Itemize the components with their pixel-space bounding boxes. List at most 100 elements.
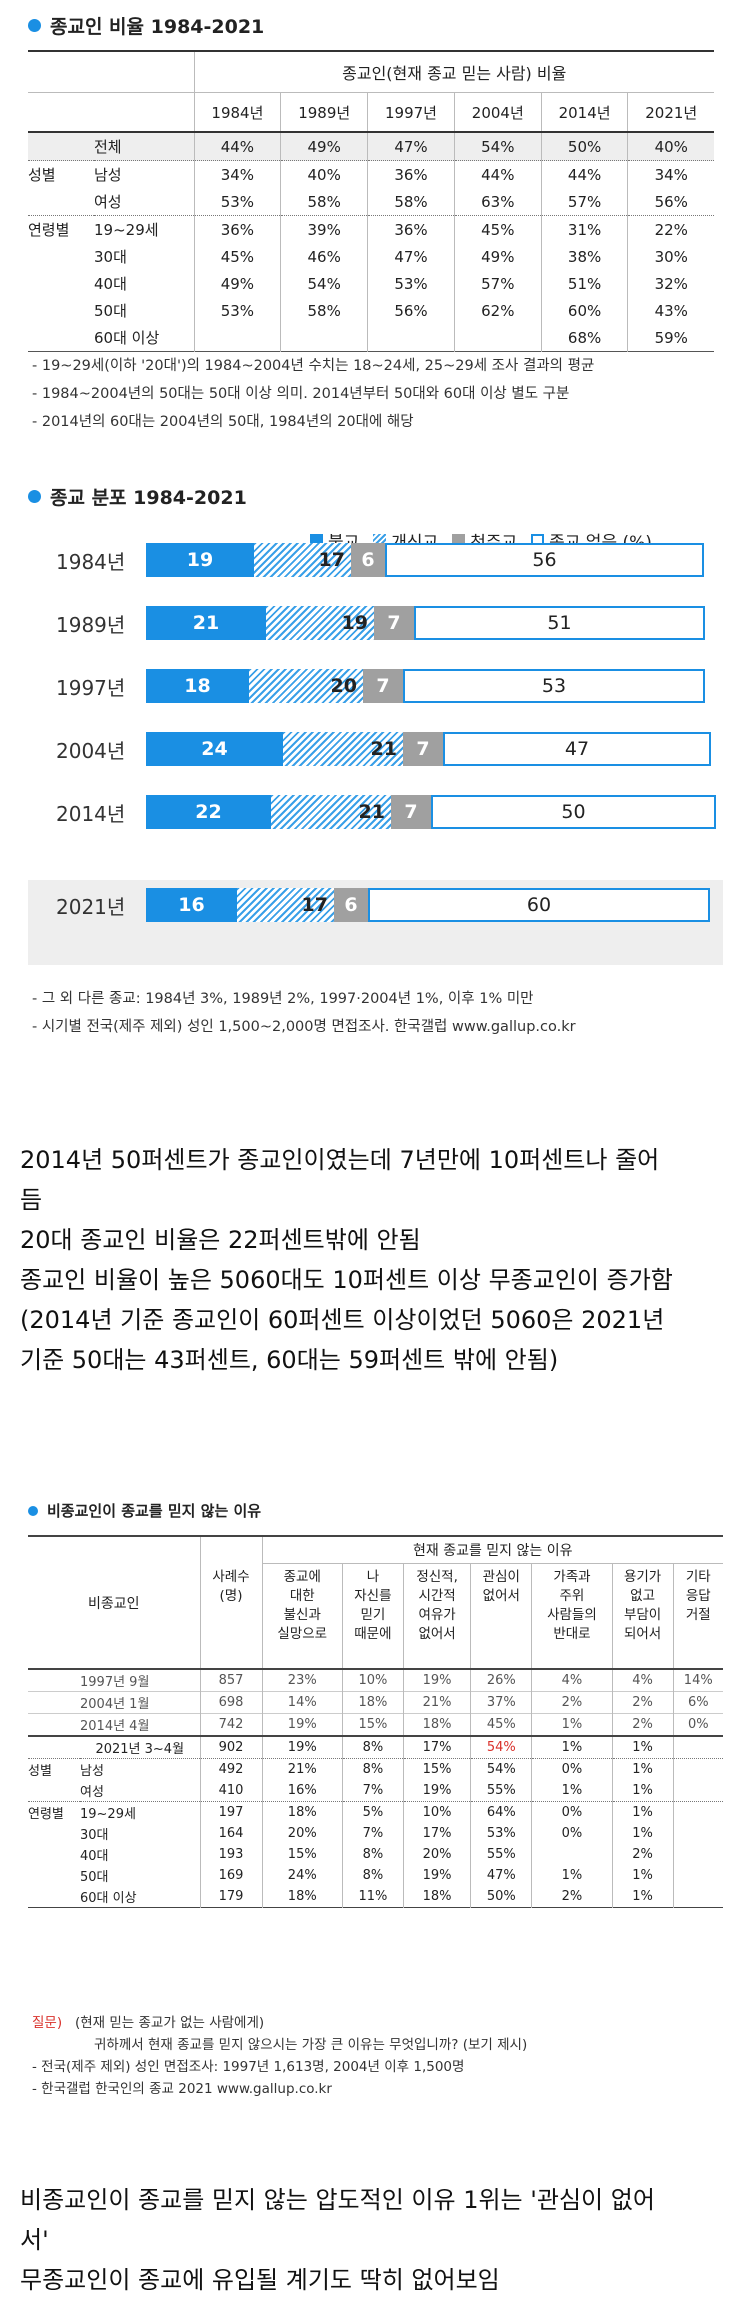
row-label: 남성 [94,160,195,188]
value-cell: 0% [531,1801,613,1823]
value-cell: 49% [220,274,255,293]
value-cell [672,1823,723,1844]
value-cell: 45% [470,1713,532,1736]
note: - 그 외 다른 종교: 1984년 3%, 1989년 2%, 1997·20… [32,991,534,1007]
row-label: 40대 [94,270,195,297]
row-group [28,1844,80,1865]
value-cell: 21% [402,1691,471,1714]
value-cell: 59% [627,324,714,352]
bar-row: 1989년 21 19 7 51 [56,599,705,647]
value-cell: 56% [627,188,714,216]
year-header: 2004년 [453,92,542,133]
bar-catholic: 7 [403,732,443,766]
value-cell: 49% [453,243,542,270]
bar-buddhism: 21 [146,606,266,640]
row-group [28,1692,80,1714]
value-cell: 15% [342,1713,404,1736]
value-cell [672,1736,723,1759]
bar-year-label: 1997년 [56,675,126,700]
value-cell: 15% [261,1844,343,1865]
value-cell: 55% [470,1844,532,1865]
value-cell: 857 [199,1669,262,1692]
value-cell: 1% [611,1865,673,1886]
corner-label: 비종교인 [28,1535,200,1670]
table-row: 60대 이상 68% 59% [28,324,714,352]
value-cell: 32% [627,270,714,297]
row-label: 60대 이상 [94,324,195,352]
column-header: 가족과 주위 사람들의 반대로 [531,1563,613,1670]
table-row: 여성 410 16% 7% 19% 55% 1% 1% [28,1780,723,1802]
bar-protestant: 20 [249,669,363,703]
bar-buddhism: 19 [146,543,254,577]
value-cell: 45% [220,247,255,266]
value-cell: 698 [199,1691,262,1714]
bullet-dot-icon [28,1505,38,1516]
value-cell: 36% [220,220,255,239]
value-cell: 22% [627,215,714,243]
value-cell: 18% [261,1801,343,1823]
value-cell: 2% [611,1691,673,1714]
value-cell: 10% [342,1669,404,1692]
column-header: 종교에 대한 불신과 실망으로 [261,1563,343,1670]
value-cell: 0% [672,1713,723,1736]
note: - 2014년의 60대는 2004년의 50대, 1984년의 20대에 해당 [32,414,414,430]
religion-ratio-table: 종교인(현재 종교 믿는 사람) 비율 1984년 1989년 1997년 2004년… [28,50,714,352]
bar-row: 1997년 18 20 7 53 [56,662,705,710]
value-cell [672,1758,723,1780]
bar-buddhism: 24 [146,732,283,766]
value-cell: 23% [261,1669,343,1692]
value-cell: 410 [199,1780,262,1802]
row-label: 여성 [94,188,195,216]
value-cell: 6% [672,1691,723,1714]
value-cell: 19% [261,1736,343,1759]
row-group: 연령별 [28,221,70,239]
value-cell: 57% [540,188,628,216]
value-cell [453,324,542,352]
value-cell: 54% [470,1736,532,1759]
table-header: 종교인(현재 종교 믿는 사람) 비율 [194,50,714,93]
row-label: 30대 [80,1828,109,1843]
value-cell: 4% [531,1669,613,1692]
value-cell: 47% [367,243,455,270]
year-header: 2014년 [540,92,628,133]
row-group [28,132,94,161]
row-label: 여성 [80,1785,104,1800]
value-cell: 17% [402,1823,471,1844]
value-cell: 36% [367,215,455,243]
table-row: 성별 남성 34% 40% 36% 44% 44% 34% [28,160,714,188]
row-group [28,1865,80,1886]
value-cell: 64% [470,1801,532,1823]
bar-year-label: 2014년 [56,801,126,826]
value-cell: 44% [220,137,255,156]
value-cell: 20% [402,1844,471,1865]
bar-catholic: 6 [334,888,368,922]
bar-year-label: 2004년 [56,738,126,763]
bar-row: 2004년 24 21 7 47 [56,725,711,773]
value-cell: 10% [402,1801,471,1823]
value-cell: 44% [453,160,542,188]
col-group-header: 현재 종교를 믿지 않는 이유 [261,1535,723,1564]
value-cell: 19% [402,1780,471,1802]
value-cell: 36% [367,160,455,188]
value-cell: 1% [531,1736,613,1759]
value-cell: 193 [199,1844,262,1865]
value-cell: 16% [261,1780,343,1802]
value-cell: 8% [342,1865,404,1886]
value-cell: 902 [199,1736,262,1759]
section2-title: 종교 분포 1984-2021 [28,483,247,510]
value-cell: 18% [402,1713,471,1736]
value-cell: 179 [199,1886,262,1908]
row-label: 30대 [94,243,195,270]
value-cell: 38% [540,243,628,270]
value-cell: 742 [199,1713,262,1736]
value-cell: 39% [280,215,368,243]
value-cell: 62% [453,297,542,324]
value-cell: 1% [611,1823,673,1844]
row-label: 2014년 4월 [80,1719,150,1734]
value-cell: 1% [531,1713,613,1736]
value-cell: 1% [611,1758,673,1780]
row-group [28,1669,80,1692]
value-cell [672,1780,723,1802]
value-cell: 1% [531,1865,613,1886]
table-row: 1997년 9월 857 23% 10% 19% 26% 4% 4% 14% [28,1669,723,1692]
